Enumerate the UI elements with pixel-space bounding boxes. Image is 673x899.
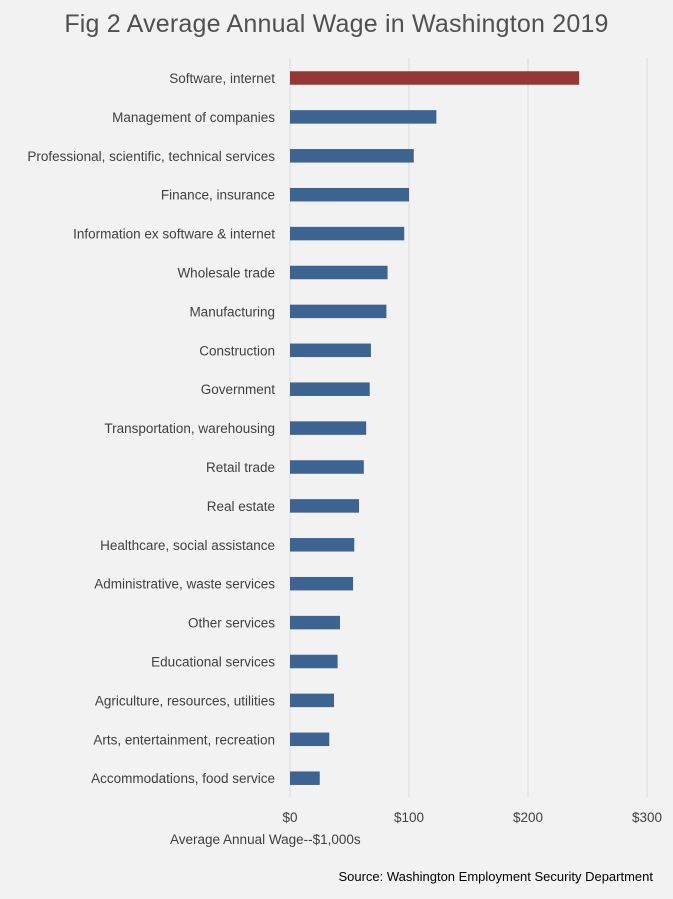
category-label: Accommodations, food service — [91, 771, 275, 786]
category-label: Administrative, waste services — [94, 577, 275, 592]
bar — [290, 576, 354, 591]
category-label: Agriculture, resources, utilities — [95, 693, 275, 708]
category-label: Other services — [188, 616, 275, 631]
category-label: Software, internet — [169, 71, 275, 86]
bar — [290, 771, 320, 785]
bar — [290, 343, 371, 358]
x-tick-label: $100 — [394, 810, 424, 825]
category-label: Transportation, warehousing — [104, 421, 275, 436]
bar — [290, 265, 388, 280]
bar — [290, 654, 338, 669]
category-label: Healthcare, social assistance — [100, 538, 275, 553]
category-label: Arts, entertainment, recreation — [93, 732, 275, 747]
bar — [290, 615, 340, 630]
category-label: Real estate — [207, 499, 275, 514]
bar — [290, 499, 360, 513]
bars — [290, 71, 580, 785]
bar — [290, 304, 387, 319]
bar — [290, 460, 364, 474]
bar — [290, 732, 330, 747]
category-label: Information ex software & internet — [73, 227, 275, 242]
bar — [290, 226, 405, 241]
bar — [290, 187, 409, 202]
category-labels: Software, internet Management of companie… — [27, 71, 275, 786]
category-label: Retail trade — [206, 460, 275, 475]
x-tick-label: $0 — [282, 810, 297, 825]
bar — [290, 149, 414, 163]
bar — [290, 421, 367, 435]
category-label: Construction — [199, 343, 275, 358]
category-label: Finance, insurance — [161, 188, 275, 203]
bar — [290, 693, 335, 708]
tick-labels: $0 $100 $200 $300 — [282, 810, 662, 825]
source-note: Source: Washington Employment Security D… — [338, 869, 653, 884]
x-tick-label: $300 — [632, 810, 662, 825]
category-label: Manufacturing — [189, 304, 275, 319]
gridlines — [289, 58, 648, 797]
category-label: Educational services — [151, 655, 275, 670]
bar — [290, 382, 370, 396]
category-label: Wholesale trade — [177, 266, 275, 281]
x-axis-title: Average Annual Wage--$1,000s — [170, 832, 361, 847]
x-tick-label: $200 — [513, 810, 543, 825]
chart-title: Fig 2 Average Annual Wage in Washington … — [64, 10, 609, 38]
bar — [290, 110, 437, 124]
category-label: Government — [201, 382, 276, 397]
bar — [290, 538, 355, 552]
bar — [290, 71, 580, 85]
category-label: Professional, scientific, technical serv… — [27, 149, 275, 164]
category-label: Management of companies — [112, 110, 275, 125]
